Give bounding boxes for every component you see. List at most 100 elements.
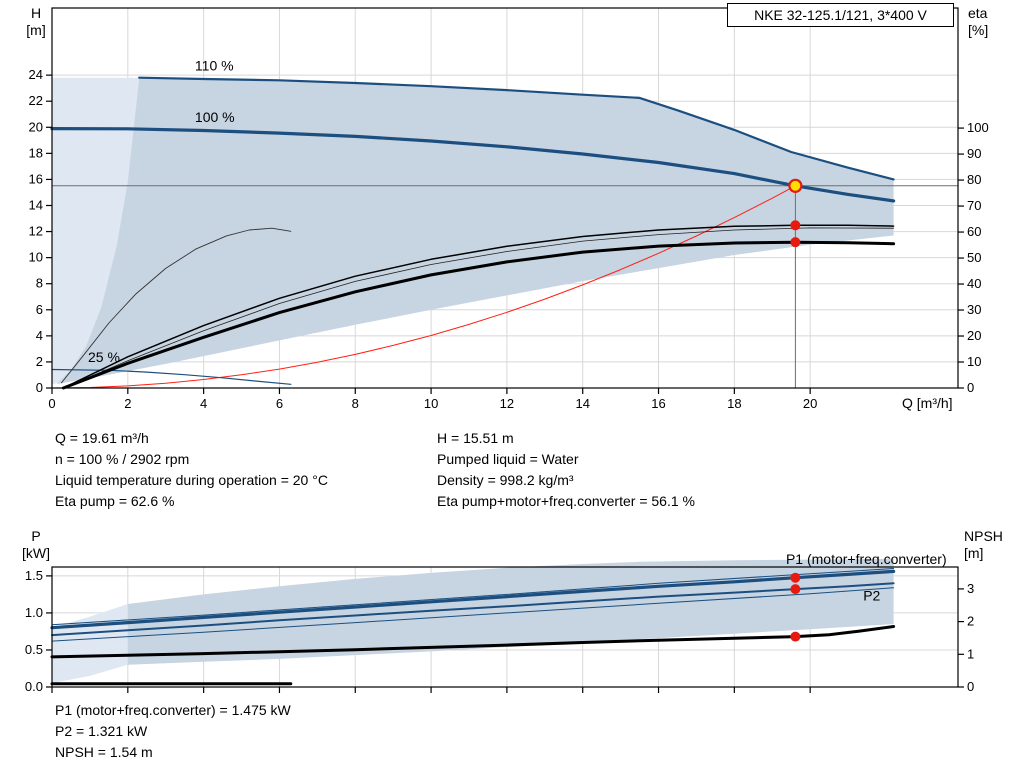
y-right-tick-label: 2: [967, 614, 974, 629]
x-tick-label: 12: [500, 396, 514, 411]
system-curve: [51, 185, 796, 389]
pump-type-title-box: NKE 32-125.1/121, 3*400 V: [727, 3, 954, 27]
label-p2: P2: [863, 587, 880, 603]
y-left-tick-label: 10: [29, 250, 43, 265]
npsh-axis-label-unit: [m]: [964, 545, 984, 561]
y-left-tick-label: 0.0: [25, 679, 43, 694]
y-right-tick-label: 40: [967, 276, 981, 291]
qh-chart: 0 2 4 6 8 10 12 14 16 18 2002468101214161820222401…: [29, 7, 989, 411]
x-tick-label: 10: [424, 396, 438, 411]
y-left-tick-label: 22: [29, 93, 43, 108]
p2-aux-curve: [51, 587, 895, 642]
p-axis-label: P [kW]: [18, 528, 54, 562]
operating-envelope-band: [56, 77, 894, 385]
y-left-tick-label: 20: [29, 119, 43, 134]
y-right-tick-label: 90: [967, 146, 981, 161]
x-tick-label: 14: [575, 396, 589, 411]
result-p1: P1 (motor+freq.converter) = 1.475 kW: [55, 702, 291, 718]
duty-info-left-column: Q = 19.61 m³/h n = 100 % / 2902 rpm Liqu…: [55, 428, 328, 512]
x-tick-label: 6: [276, 396, 283, 411]
power-envelope-low-flow-band: [52, 604, 128, 684]
x-tick-label: 2: [124, 396, 131, 411]
npsh-axis-label: NPSH [m]: [964, 528, 1016, 562]
result-npsh: NPSH = 1.54 m: [55, 744, 153, 760]
eta-axis-label-symbol: eta: [968, 5, 988, 21]
envelope-low-flow-band: [52, 77, 140, 385]
y-right-tick-label: 1: [967, 646, 974, 661]
y-left-tick-label: 14: [29, 197, 43, 212]
label-p1: P1 (motor+freq.converter): [786, 551, 947, 567]
y-right-tick-label: 80: [967, 172, 981, 187]
y-right-tick-label: 30: [967, 302, 981, 317]
duty-info-right-column: H = 15.51 m Pumped liquid = Water Densit…: [437, 428, 695, 512]
eta-axis-label-unit: [%]: [968, 22, 989, 38]
label-100-percent: 100 %: [195, 109, 235, 125]
info-speed: n = 100 % / 2902 rpm: [55, 451, 190, 467]
x-tick-label: 18: [727, 396, 741, 411]
label-110-percent: 110 %: [195, 58, 234, 74]
pump-type-title: NKE 32-125.1/121, 3*400 V: [754, 7, 927, 23]
y-left-tick-label: 0.5: [25, 642, 43, 657]
npsh-axis-label-symbol: NPSH: [964, 528, 1003, 544]
h-axis-label-unit: [m]: [26, 22, 46, 38]
y-right-tick-label: 0: [967, 380, 974, 395]
y-left-tick-label: 1.5: [25, 568, 43, 583]
y-right-tick-label: 3: [967, 581, 974, 596]
x-tick-label: 4: [200, 396, 207, 411]
y-right-tick-label: 60: [967, 224, 981, 239]
plot-frame: [51, 7, 959, 389]
duty-point: [788, 178, 803, 193]
x-tick-label: 0: [48, 396, 55, 411]
speed-110-curve: [138, 76, 895, 181]
result-p2: P2 = 1.321 kW: [55, 723, 148, 739]
result-block: P1 (motor+freq.converter) = 1.475 kW P2 …: [55, 700, 291, 763]
p-axis-label-unit: [kW]: [22, 545, 50, 561]
p1-point: [790, 572, 801, 583]
npsh-point: [790, 631, 801, 642]
y-left-tick-label: 2: [36, 354, 43, 369]
info-liquid-temperature: Liquid temperature during operation = 20…: [55, 472, 328, 488]
info-density: Density = 998.2 kg/m³: [437, 472, 574, 488]
y-left-tick-label: 18: [29, 145, 43, 160]
p1-aux-curve: [51, 568, 895, 626]
eta-total-point: [790, 237, 801, 248]
y-right-tick-label: 10: [967, 354, 981, 369]
p-axis-label-symbol: P: [31, 528, 41, 544]
plot-frame: [51, 566, 959, 688]
y-left-tick-label: 24: [29, 67, 43, 82]
y-right-tick-label: 100: [967, 120, 989, 135]
eta-axis-label: eta [%]: [968, 5, 1012, 39]
x-tick-label: 16: [651, 396, 665, 411]
y-left-tick-label: 8: [36, 276, 43, 291]
info-eta-pump: Eta pump = 62.6 %: [55, 493, 175, 509]
info-eta-total: Eta pump+motor+freq.converter = 56.1 %: [437, 493, 695, 509]
q-axis-label: Q [m³/h]: [902, 395, 953, 411]
y-right-tick-label: 70: [967, 198, 981, 213]
y-right-tick-label: 0: [967, 679, 974, 694]
y-left-tick-label: 12: [29, 224, 43, 239]
y-left-tick-label: 1.0: [25, 605, 43, 620]
y-right-tick-label: 50: [967, 250, 981, 265]
info-head: H = 15.51 m: [437, 430, 514, 446]
y-right-tick-label: 20: [967, 328, 981, 343]
eta-pump-point: [790, 220, 801, 231]
h-axis-label: H [m]: [18, 5, 54, 39]
power-npsh-chart: 0.0 0.5 1.0 1.5 0 1 2 3 P1 (motor+freq.converter…: [25, 551, 974, 694]
label-25-percent: 25 %: [88, 349, 120, 365]
h-axis-label-symbol: H: [30, 5, 42, 21]
power-envelope-band: [127, 558, 894, 665]
info-pumped-liquid: Pumped liquid = Water: [437, 451, 579, 467]
y-left-tick-label: 4: [36, 328, 43, 343]
y-left-tick-label: 16: [29, 171, 43, 186]
x-tick-label: 20: [803, 396, 817, 411]
info-flow: Q = 19.61 m³/h: [55, 430, 149, 446]
npsh-curve: [50, 625, 896, 659]
y-left-tick-label: 0: [36, 380, 43, 395]
p2-point: [790, 584, 801, 595]
y-left-tick-label: 6: [36, 302, 43, 317]
eta-reduced-speed-curve: [61, 227, 292, 384]
x-tick-label: 8: [352, 396, 359, 411]
eta-secondary-curve: [63, 227, 894, 389]
